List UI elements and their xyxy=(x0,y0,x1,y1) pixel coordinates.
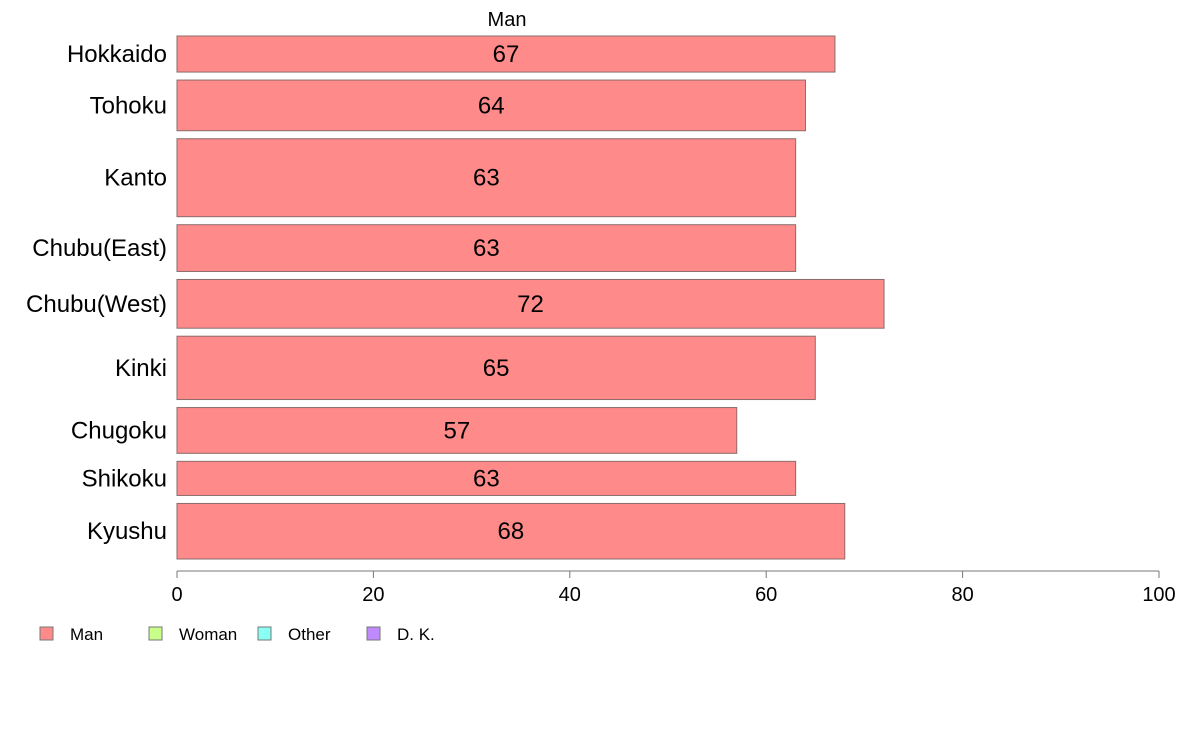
bar-5 xyxy=(176,335,816,401)
legend-label: Other xyxy=(288,625,331,644)
bar-value-label: 67 xyxy=(493,41,520,68)
bar-0 xyxy=(176,35,836,73)
category-label: Tohoku xyxy=(90,92,167,119)
category-label: Chubu(East) xyxy=(32,235,167,262)
bar-value-label: 65 xyxy=(483,355,510,382)
bar-4 xyxy=(176,278,885,329)
legend-label: Woman xyxy=(179,625,237,644)
tick-label: 20 xyxy=(362,584,384,606)
bar-8 xyxy=(176,502,846,560)
category-label: Kanto xyxy=(104,165,167,192)
bar-1 xyxy=(176,79,806,132)
legend-swatch xyxy=(257,626,272,641)
legend-swatch xyxy=(148,626,163,641)
bar-value-label: 63 xyxy=(473,465,500,492)
tick-label: 100 xyxy=(1142,584,1175,606)
category-label: Kyushu xyxy=(87,518,167,545)
legend: Man Woman Other D. K. xyxy=(39,625,435,644)
bar-value-label: 64 xyxy=(478,92,505,119)
bar-value-label: 63 xyxy=(473,165,500,192)
tick-label: 40 xyxy=(559,584,581,606)
category-label: Chubu(West) xyxy=(26,291,167,318)
category-label: Shikoku xyxy=(82,465,167,492)
value-axis: 0 20 40 60 80 100 xyxy=(171,570,1176,606)
bar-3 xyxy=(176,224,797,272)
bars-group: Hokkaido 67 Tohoku 64 Kanto 63 Chubu(East) 63 Ch… xyxy=(26,35,885,560)
category-label: Hokkaido xyxy=(67,41,167,68)
bar-value-label: 72 xyxy=(517,291,544,318)
tick-label: 60 xyxy=(755,584,777,606)
legend-swatch xyxy=(39,626,54,641)
legend-label: D. K. xyxy=(397,625,435,644)
series-header: Man xyxy=(488,9,527,31)
tick-label: 0 xyxy=(171,584,182,606)
tick-label: 80 xyxy=(951,584,973,606)
legend-label: Man xyxy=(70,625,103,644)
bar-value-label: 68 xyxy=(498,518,525,545)
bar-value-label: 57 xyxy=(444,417,471,444)
bar-value-label: 63 xyxy=(473,235,500,262)
bar-7 xyxy=(176,460,797,496)
legend-swatch xyxy=(366,626,381,641)
bar-6 xyxy=(176,407,738,454)
category-label: Kinki xyxy=(115,355,167,382)
category-label: Chugoku xyxy=(71,417,167,444)
bar-2 xyxy=(176,138,797,218)
